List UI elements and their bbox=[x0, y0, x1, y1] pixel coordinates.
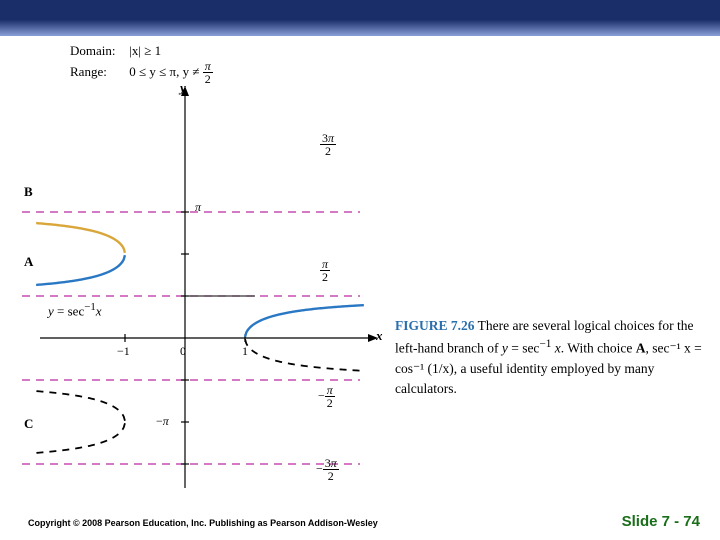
branch-C: C bbox=[24, 416, 33, 432]
caption-text-2: . With choice bbox=[561, 341, 636, 356]
ytick-3pi2: 3π2 bbox=[320, 132, 336, 157]
ytick-npi2: −π2 bbox=[318, 384, 335, 409]
footer: Copyright © 2008 Pearson Education, Inc.… bbox=[0, 506, 720, 540]
x-axis-label: x bbox=[376, 328, 383, 344]
domain-label: Domain: bbox=[70, 42, 126, 60]
branch-B: B bbox=[24, 184, 33, 200]
header-bar bbox=[0, 0, 720, 36]
slide-content: Domain: |x| ≥ 1 Range: 0 ≤ y ≤ π, y ≠ π2… bbox=[0, 36, 720, 506]
domain-value: |x| ≥ 1 bbox=[129, 43, 161, 58]
branch-A: A bbox=[24, 254, 33, 270]
xtick-neg1: −1 bbox=[117, 344, 130, 359]
slide-number: Slide 7 - 74 bbox=[622, 513, 700, 530]
copyright-text: Copyright © 2008 Pearson Education, Inc.… bbox=[28, 518, 378, 528]
range-value: 0 ≤ y ≤ π, y ≠ π2 bbox=[129, 64, 212, 79]
figure-label: FIGURE 7.26 bbox=[395, 318, 475, 333]
chart-arcsec: y x B A C y = sec−1x −1 0 1 3π2 π π2 −π2… bbox=[20, 78, 400, 498]
curve-equation: y = sec−1x bbox=[48, 301, 102, 319]
xtick-0: 0 bbox=[180, 344, 186, 359]
ytick-pi: π bbox=[195, 200, 201, 215]
ytick-npi: −π bbox=[156, 414, 169, 429]
y-axis-label: y bbox=[180, 80, 186, 96]
ytick-pi2: π2 bbox=[320, 258, 330, 283]
xtick-1: 1 bbox=[242, 344, 248, 359]
ytick-n3pi2: −3π2 bbox=[316, 457, 339, 482]
figure-caption: FIGURE 7.26 There are several logical ch… bbox=[395, 316, 705, 400]
caption-eq1: y bbox=[502, 341, 508, 356]
chart-svg bbox=[20, 78, 400, 498]
